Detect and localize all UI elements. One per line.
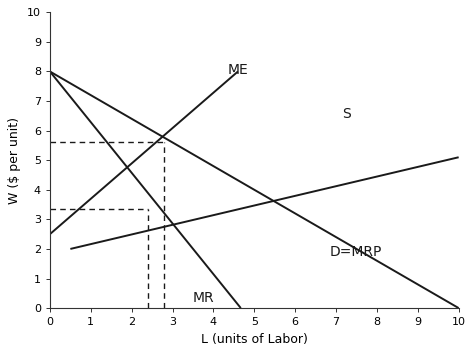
Text: D=MRP: D=MRP (330, 245, 383, 259)
Text: S: S (342, 107, 351, 121)
Text: MR: MR (193, 291, 215, 305)
Text: ME: ME (228, 63, 248, 77)
Y-axis label: W ($ per unit): W ($ per unit) (9, 117, 21, 204)
X-axis label: L (units of Labor): L (units of Labor) (201, 333, 308, 346)
